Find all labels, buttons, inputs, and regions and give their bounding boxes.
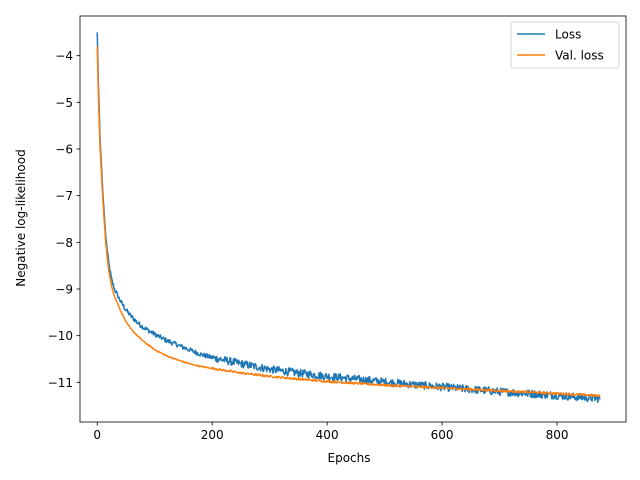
y-tick-label: −6: [55, 143, 73, 157]
series-line-loss: [96, 32, 601, 404]
series-line-val-loss: [96, 46, 601, 398]
y-tick-label: −8: [55, 236, 73, 250]
series-layer: [96, 32, 601, 404]
legend-label: Loss: [555, 28, 581, 42]
legend: Loss Val. loss: [510, 21, 620, 69]
y-tick-label: −9: [55, 283, 73, 297]
legend-label: Val. loss: [555, 49, 604, 63]
x-tick-label: 200: [201, 428, 224, 442]
x-tick-label: 400: [316, 428, 339, 442]
x-tick-label: 800: [546, 428, 569, 442]
y-tick-label: −11: [48, 376, 73, 390]
y-tick-label: −10: [48, 329, 73, 343]
y-axis-label: Negative log-likelihood: [14, 149, 28, 286]
y-tick-label: −5: [55, 96, 73, 110]
x-tick-label: 600: [431, 428, 454, 442]
x-axis-label: Epochs: [328, 451, 371, 465]
y-tick-label: −7: [55, 189, 73, 203]
x-tick-label: 0: [93, 428, 101, 442]
plot-frame: [79, 15, 627, 423]
y-tick-label: −4: [55, 49, 73, 63]
axes-layer: 0 200 400 600 800 −11 −10 −9 −8 −7 −6 −5 −4: [48, 15, 627, 442]
